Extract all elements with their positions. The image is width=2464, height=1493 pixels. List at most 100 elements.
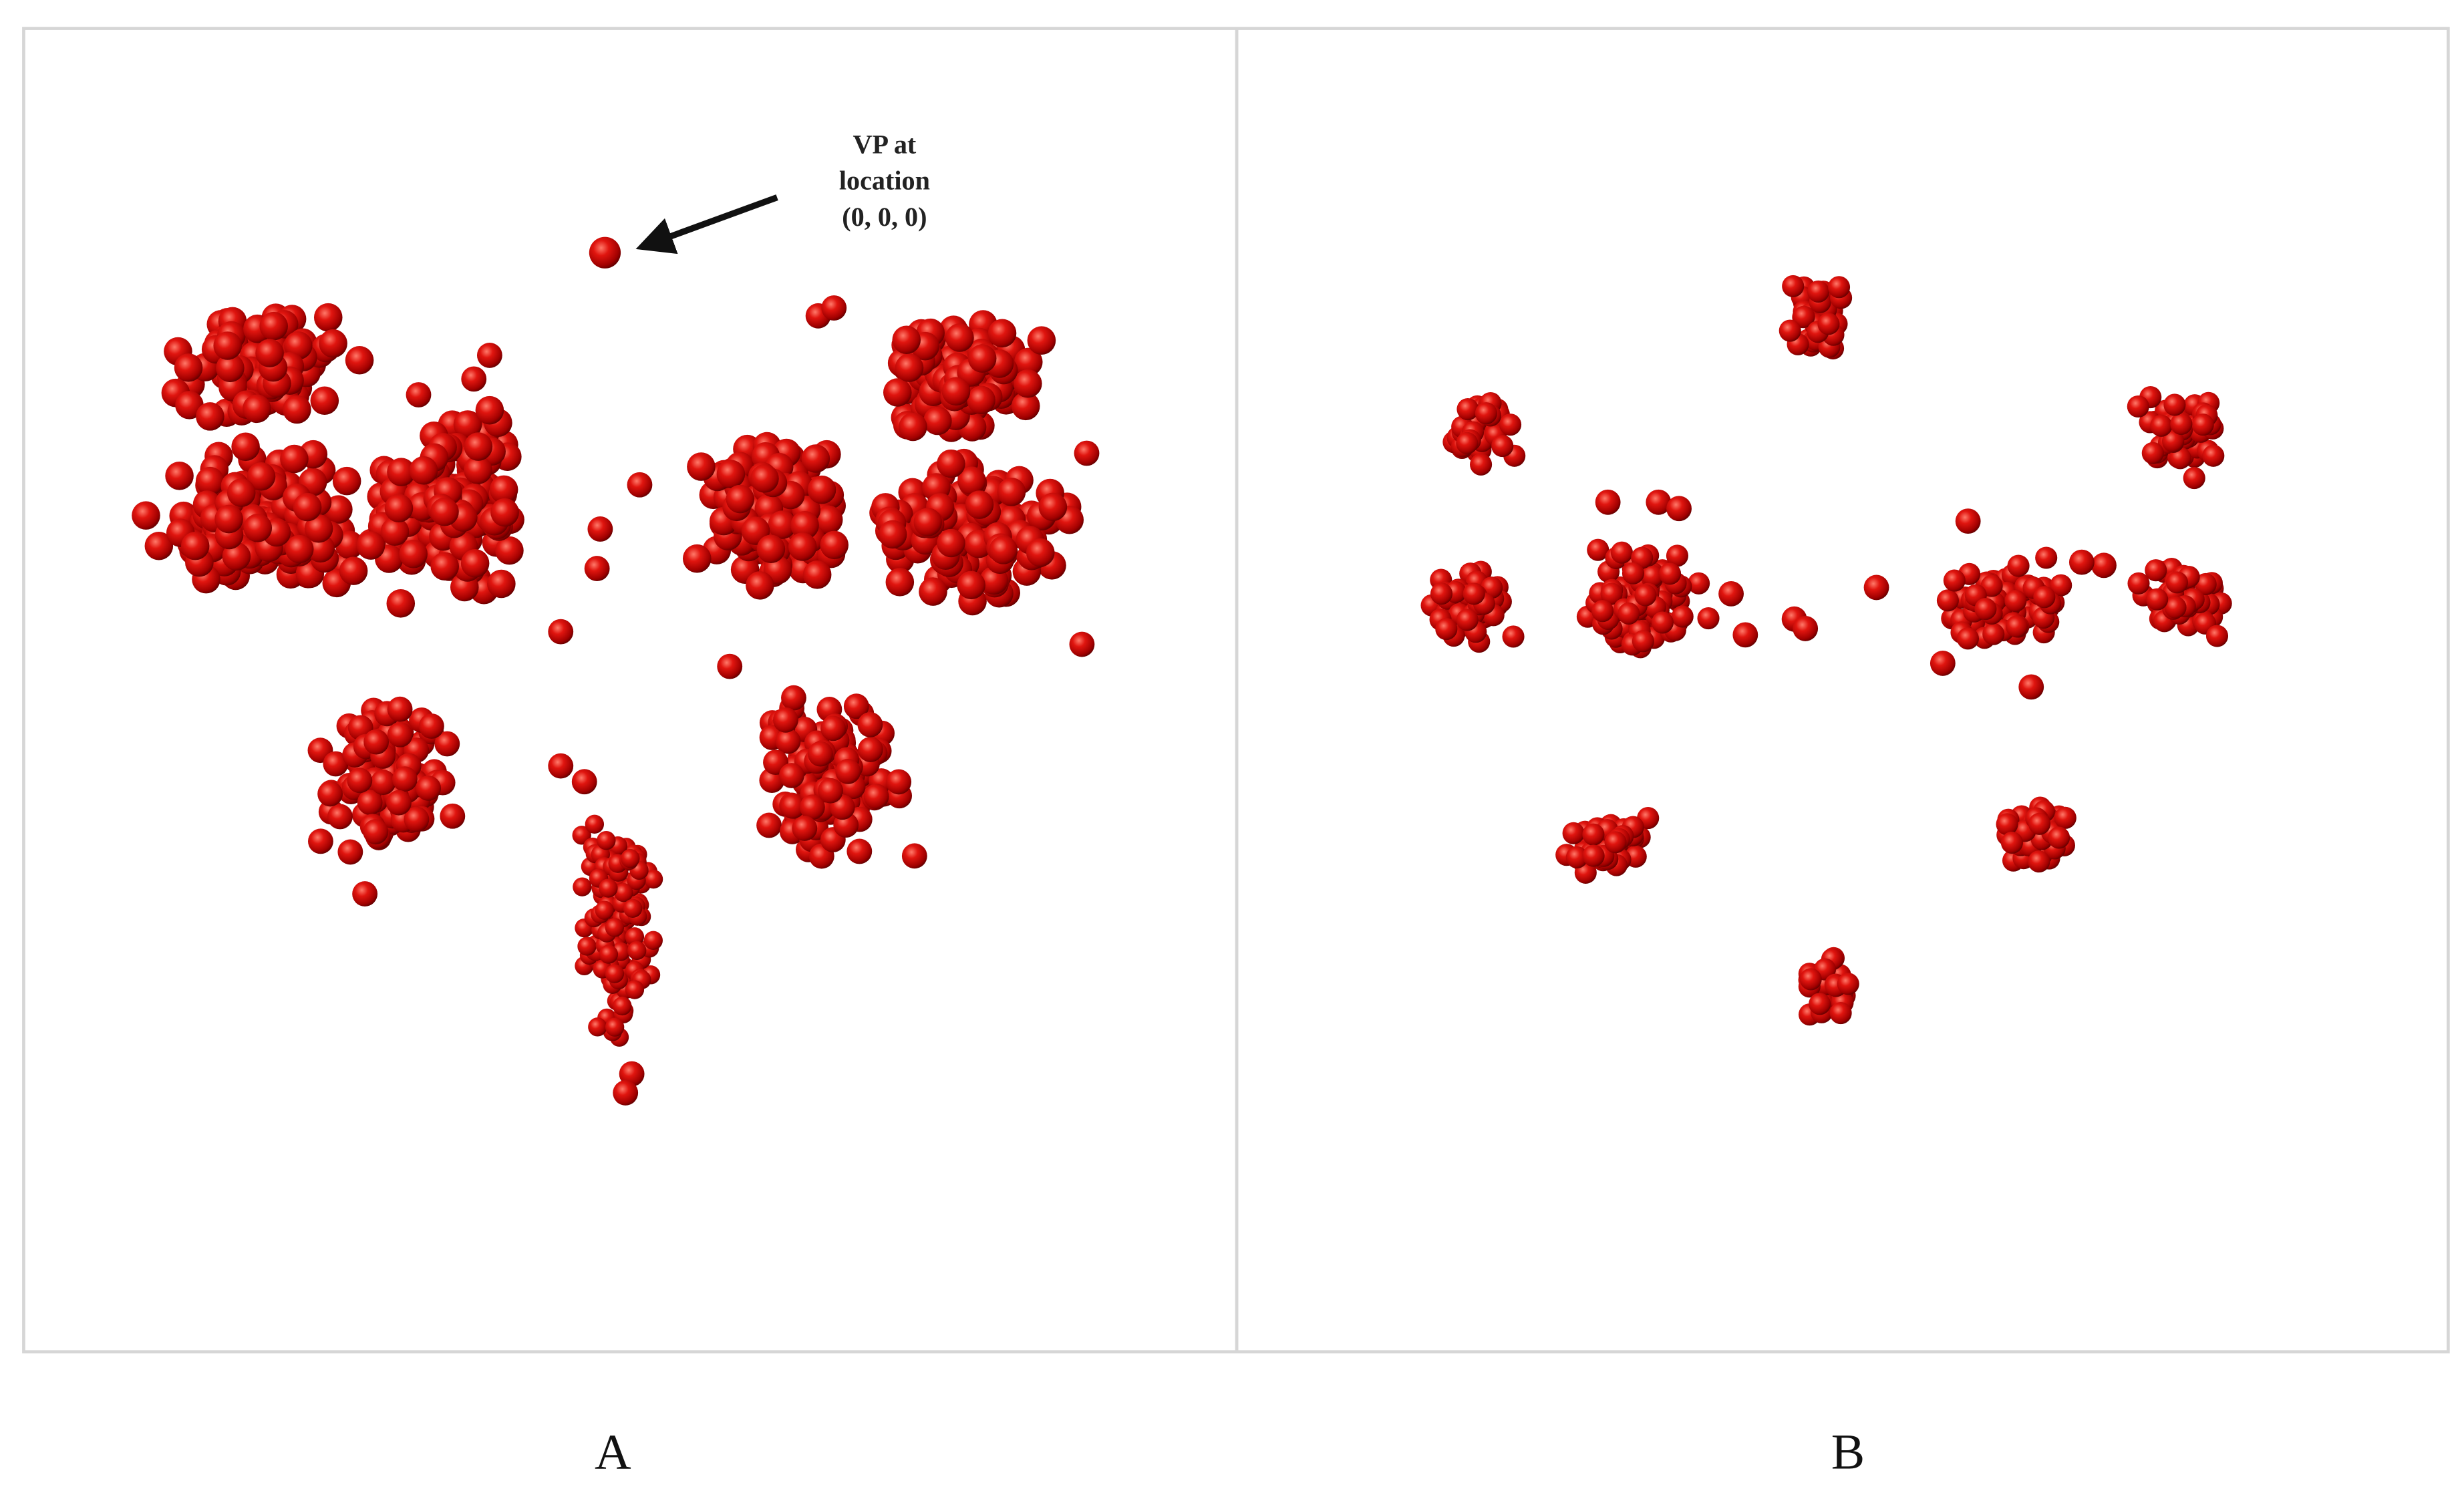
- sphere-layer: [132, 236, 2232, 1106]
- sphere: [2127, 572, 2150, 595]
- sphere: [2183, 467, 2205, 490]
- sphere: [1982, 623, 2005, 645]
- sphere: [799, 794, 825, 820]
- sphere: [1956, 627, 1979, 650]
- sphere: [1014, 347, 1043, 377]
- sphere: [627, 941, 647, 961]
- sphere: [548, 619, 574, 645]
- sphere: [1718, 580, 1744, 607]
- sphere: [495, 536, 524, 565]
- sphere: [416, 775, 442, 801]
- sphere: [726, 484, 755, 514]
- sphere: [1930, 651, 1956, 676]
- sphere: [808, 741, 833, 767]
- sphere: [1671, 605, 1694, 628]
- sphere: [2161, 430, 2185, 452]
- sphere: [863, 784, 889, 810]
- sphere: [174, 353, 203, 382]
- sphere: [392, 766, 418, 792]
- sphere: [2191, 413, 2214, 436]
- sphere: [2091, 552, 2117, 578]
- sphere: [226, 478, 256, 507]
- sphere: [1456, 609, 1479, 631]
- sphere: [895, 353, 924, 382]
- sphere: [2164, 596, 2187, 619]
- sphere: [781, 685, 806, 711]
- sphere: [357, 790, 383, 816]
- sphere: [997, 478, 1026, 506]
- sphere: [589, 236, 621, 269]
- sphere: [820, 715, 846, 741]
- sphere: [885, 568, 915, 597]
- sphere: [1026, 538, 1055, 567]
- sphere: [1641, 564, 1664, 587]
- sphere: [1610, 541, 1634, 564]
- sphere: [2004, 589, 2027, 613]
- sphere: [613, 996, 632, 1016]
- sphere: [1069, 631, 1095, 657]
- sphere: [1863, 574, 1889, 601]
- sphere: [775, 728, 801, 754]
- sphere: [2202, 444, 2225, 467]
- sphere: [1591, 600, 1614, 623]
- sphere: [453, 410, 482, 439]
- sphere: [363, 729, 390, 755]
- sphere: [430, 552, 460, 581]
- sphere: [1793, 305, 1815, 328]
- sphere: [327, 804, 353, 830]
- sphere: [363, 819, 389, 845]
- sphere: [717, 653, 743, 679]
- sphere: [792, 816, 818, 841]
- sphere: [788, 532, 817, 561]
- sphere: [293, 492, 322, 522]
- sphere: [418, 713, 444, 739]
- sphere: [255, 339, 284, 367]
- sphere: [1646, 489, 1672, 515]
- sphere: [2007, 554, 2030, 577]
- sphere: [883, 378, 912, 407]
- sphere: [259, 311, 288, 341]
- sphere: [756, 534, 786, 564]
- sphere: [339, 556, 368, 585]
- sphere: [213, 331, 242, 360]
- sphere: [937, 449, 965, 478]
- sphere: [643, 931, 663, 950]
- sphere: [243, 394, 271, 424]
- sphere: [1980, 574, 2003, 597]
- sphere: [625, 980, 645, 999]
- sphere: [216, 353, 245, 383]
- sphere: [310, 386, 339, 416]
- sphere: [222, 542, 251, 571]
- sphere: [643, 869, 663, 889]
- sphere: [846, 838, 873, 864]
- sphere: [231, 432, 260, 462]
- sphere: [807, 475, 836, 504]
- sphere: [857, 737, 883, 762]
- sphere: [1782, 275, 1805, 297]
- sphere: [901, 843, 927, 869]
- sphere: [965, 490, 994, 519]
- sphere: [595, 900, 614, 920]
- sphere: [597, 830, 616, 850]
- sphere: [489, 475, 518, 504]
- sphere: [1499, 413, 1522, 436]
- sphere: [144, 531, 174, 560]
- sphere: [843, 693, 869, 719]
- sphere: [2048, 826, 2070, 849]
- sphere: [2005, 615, 2028, 638]
- sphere: [313, 303, 343, 332]
- sphere: [573, 877, 592, 896]
- sphere: [756, 812, 782, 838]
- arrow: [635, 194, 778, 255]
- sphere: [285, 534, 314, 564]
- sphere: [2150, 414, 2173, 437]
- sphere: [487, 569, 516, 599]
- sphere: [599, 878, 618, 898]
- sphere: [1807, 280, 1830, 303]
- sphere: [386, 589, 416, 618]
- sphere: [623, 898, 643, 919]
- sphere: [857, 711, 883, 737]
- sphere: [460, 548, 490, 578]
- sphere: [2028, 850, 2050, 873]
- sphere: [1943, 569, 1966, 592]
